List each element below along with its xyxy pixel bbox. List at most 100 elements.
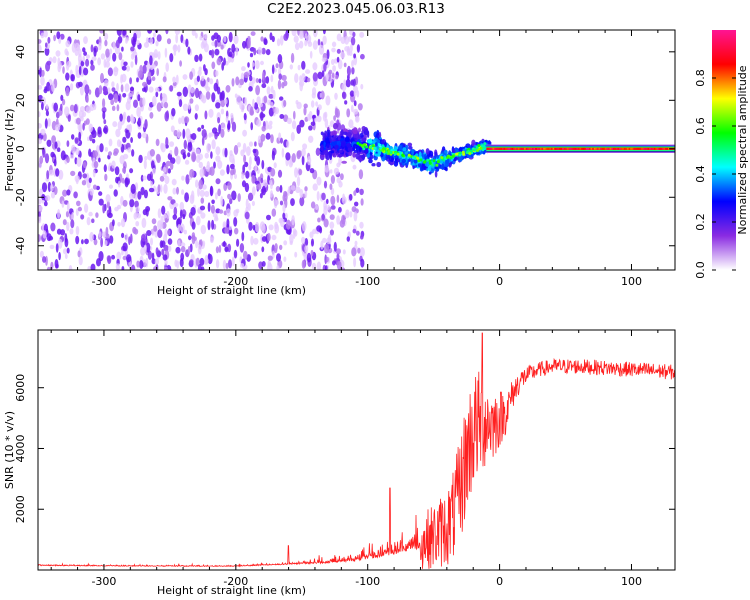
noise-cell [157, 208, 162, 219]
noise-cell [251, 186, 256, 196]
transition-cell [327, 131, 330, 138]
noise-cell [194, 87, 200, 99]
noise-cell [321, 70, 325, 77]
carrier-core [576, 147, 579, 150]
transition-cell [402, 147, 407, 152]
transition-cell [330, 141, 336, 146]
noise-cell [152, 167, 156, 175]
noise-cell [253, 47, 257, 56]
noise-cell [296, 176, 301, 187]
transition-cell [487, 141, 492, 145]
noise-cell [114, 166, 120, 176]
noise-cell [116, 82, 119, 92]
noise-cell [44, 86, 48, 91]
noise-cell [242, 164, 246, 173]
spectrogram-ytick-label: 40 [14, 45, 27, 59]
noise-cell [66, 189, 71, 196]
noise-cell [121, 232, 125, 239]
noise-cell [145, 257, 149, 268]
noise-cell [261, 246, 265, 253]
noise-cell [55, 263, 59, 269]
noise-cell [120, 218, 126, 228]
noise-cell [221, 90, 225, 101]
noise-cell [252, 148, 257, 154]
noise-cell [346, 108, 351, 118]
carrier-core [638, 147, 641, 150]
carrier-core [494, 147, 497, 150]
snr-ylabel: SNR (10 * v/v) [3, 411, 16, 489]
transition-peak [477, 144, 481, 147]
noise-cell [184, 159, 190, 165]
noise-cell [78, 256, 83, 266]
noise-cell [148, 86, 154, 93]
noise-cell [160, 143, 166, 153]
noise-cell [121, 46, 124, 52]
transition-cell [322, 133, 327, 139]
noise-cell [65, 72, 70, 81]
noise-cell [343, 79, 347, 86]
noise-cell [336, 56, 340, 63]
noise-cell [205, 164, 211, 172]
noise-cell [178, 117, 182, 125]
transition-cell [422, 163, 425, 168]
noise-cell [156, 102, 162, 112]
noise-cell [105, 48, 110, 58]
carrier-core [615, 147, 619, 150]
noise-cell [196, 215, 201, 226]
carrier-core [533, 147, 536, 150]
transition-cell [337, 135, 341, 141]
carrier-core [625, 147, 628, 150]
noise-cell [271, 64, 275, 75]
noise-cell [180, 115, 186, 125]
noise-cell [146, 61, 150, 72]
noise-cell [162, 254, 168, 261]
noise-cell [289, 64, 293, 70]
noise-cell [77, 206, 82, 212]
carrier-core [502, 147, 505, 150]
noise-cell [115, 128, 121, 138]
snr-xtick-label: -100 [355, 575, 380, 588]
noise-cell [261, 83, 267, 89]
noise-cell [348, 51, 353, 56]
noise-cell [239, 243, 245, 253]
noise-cell [334, 107, 338, 118]
noise-cell [353, 100, 357, 107]
noise-cell [140, 186, 145, 196]
noise-cell [157, 184, 161, 193]
noise-cell [47, 118, 51, 127]
noise-cell [230, 169, 235, 176]
noise-cell [262, 71, 265, 81]
noise-cell [137, 94, 141, 102]
noise-cell [305, 69, 311, 74]
noise-cell [242, 142, 247, 153]
noise-cell [250, 235, 254, 246]
noise-cell [271, 35, 275, 43]
noise-cell [261, 159, 265, 170]
noise-cell [109, 48, 113, 55]
noise-cell [175, 155, 181, 165]
noise-cell [169, 53, 174, 63]
carrier-core [647, 147, 650, 150]
noise-cell [253, 102, 259, 110]
noise-cell [306, 252, 312, 263]
noise-cell [257, 46, 263, 56]
noise-cell [63, 106, 70, 117]
transition-peak [389, 151, 393, 154]
noise-cell [219, 169, 225, 176]
transition-peak [455, 152, 459, 156]
noise-cell [104, 240, 108, 246]
noise-cell [287, 186, 291, 193]
noise-cell [296, 124, 302, 134]
noise-cell [304, 190, 308, 198]
transition-peak [365, 145, 369, 149]
colorbar-gradient [712, 30, 736, 270]
noise-cell [268, 107, 274, 117]
noise-cell [58, 61, 62, 70]
noise-cell [254, 164, 258, 172]
noise-cell [235, 76, 240, 86]
noise-cell [54, 124, 61, 132]
noise-cell [323, 180, 328, 189]
noise-cell [90, 59, 94, 66]
noise-cell [286, 117, 292, 125]
noise-cell [97, 57, 101, 66]
